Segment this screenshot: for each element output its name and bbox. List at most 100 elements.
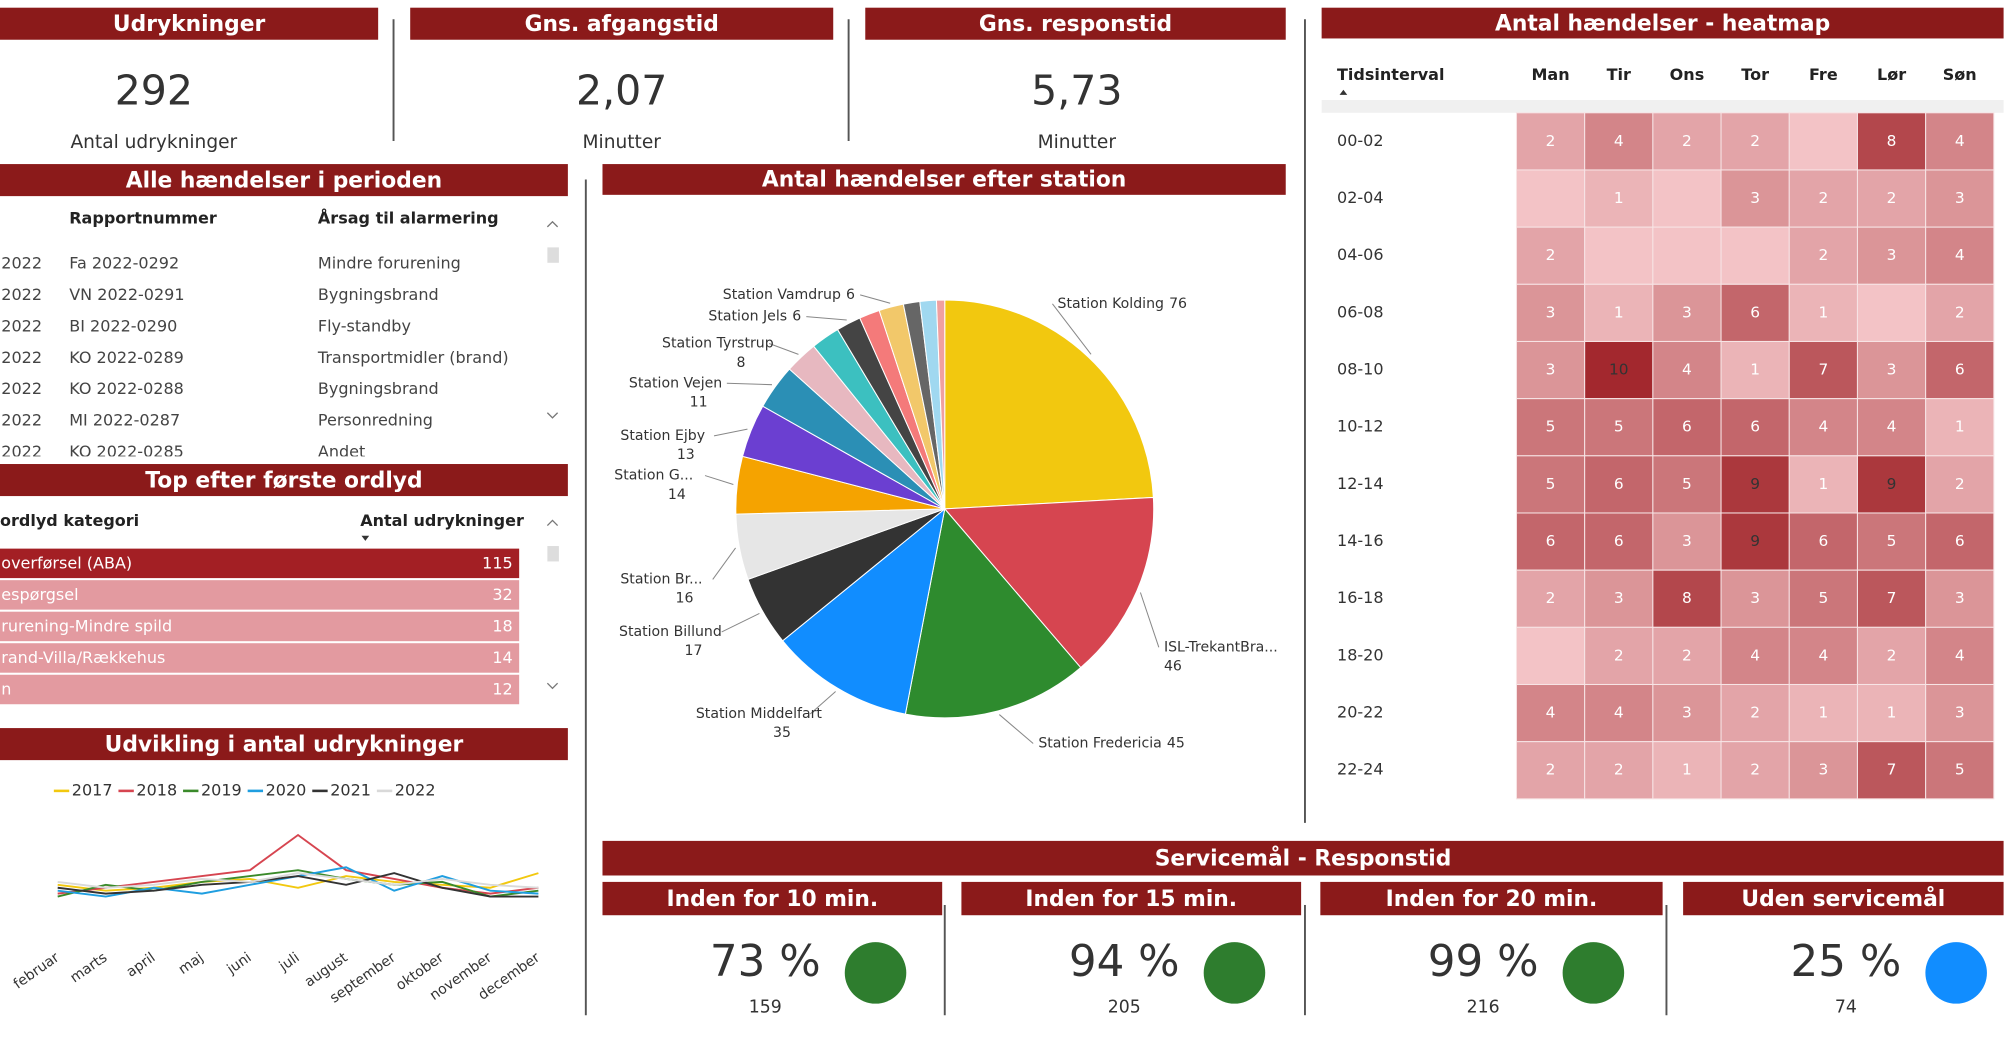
legend-label: 2019 bbox=[201, 780, 242, 799]
cell-value: 2 bbox=[1887, 189, 1897, 207]
cell-value: 2 bbox=[1546, 246, 1556, 264]
scroll-up[interactable] bbox=[546, 220, 559, 228]
x-tick-label: april bbox=[124, 950, 159, 981]
cell: n bbox=[1, 680, 11, 699]
service-count: 205 bbox=[1108, 998, 1141, 1018]
cell-value: 3 bbox=[1682, 704, 1692, 722]
cell-value: 4 bbox=[1955, 646, 1965, 664]
title-bar bbox=[961, 881, 1302, 916]
column-header: Søn bbox=[1943, 65, 1977, 84]
panel-title: Udrykninger bbox=[113, 12, 266, 37]
heat-cell bbox=[1584, 169, 1654, 228]
leader-line bbox=[806, 316, 847, 321]
scroll-up[interactable] bbox=[546, 519, 559, 527]
slice-name: Station Billund bbox=[619, 624, 722, 640]
cell-value: 5 bbox=[1955, 761, 1965, 779]
column-header: Tir bbox=[1607, 65, 1631, 84]
service-count: 74 bbox=[1835, 998, 1857, 1018]
heat-cell bbox=[1515, 398, 1586, 457]
leader-line bbox=[713, 428, 748, 437]
series-line bbox=[57, 872, 539, 898]
cell-value: 4 bbox=[1818, 646, 1828, 664]
legend-label: 2022 bbox=[395, 780, 436, 799]
slice-name: Station Jels bbox=[708, 309, 787, 325]
heat-cell bbox=[1925, 398, 1995, 457]
title-bar bbox=[0, 728, 568, 761]
row-background bbox=[0, 580, 520, 610]
cell-value: 4 bbox=[1955, 246, 1965, 264]
cell-value: 1 bbox=[1955, 418, 1965, 436]
status-indicator bbox=[1925, 942, 1987, 1004]
title-bar bbox=[1683, 881, 2004, 916]
cell-value: 7 bbox=[1887, 761, 1897, 779]
row-background bbox=[0, 674, 520, 705]
scroll-thumb[interactable] bbox=[547, 546, 559, 562]
panel-title: Antal hændelser - heatmap bbox=[1495, 11, 1830, 36]
heat-cell bbox=[1584, 283, 1654, 342]
cell-value: 3 bbox=[1750, 589, 1760, 607]
cell-value: 2 bbox=[1818, 189, 1828, 207]
cell-value: 2 bbox=[1614, 761, 1624, 779]
slice-value: 35 bbox=[773, 725, 791, 741]
heat-cell bbox=[1584, 226, 1654, 285]
slice-name: Station Fredericia bbox=[1038, 735, 1161, 751]
row-background bbox=[0, 548, 520, 579]
scrollbar[interactable] bbox=[546, 220, 559, 690]
cell-value: 3 bbox=[1955, 589, 1965, 607]
slice-value: 14 bbox=[668, 487, 686, 503]
heat-cell bbox=[1652, 226, 1722, 285]
slice-label: Station Fredericia 45 bbox=[1038, 735, 1185, 751]
scroll-down[interactable] bbox=[546, 412, 559, 419]
heat-cell bbox=[1652, 112, 1722, 171]
heat-cell bbox=[1720, 398, 1790, 457]
row-label: 16-18 bbox=[1337, 588, 1384, 607]
cell-value: 5 bbox=[1682, 475, 1692, 493]
heat-cell bbox=[1925, 569, 1995, 628]
cell-value: 4 bbox=[1955, 132, 1965, 150]
status-indicator bbox=[1203, 942, 1266, 1004]
cell: Personredning bbox=[318, 411, 433, 430]
cell-value: 5 bbox=[1546, 418, 1556, 436]
leader-line bbox=[809, 691, 836, 715]
title-bar bbox=[602, 881, 943, 916]
cell-value: 2 bbox=[1682, 646, 1692, 664]
title-bar bbox=[602, 840, 2004, 876]
cell-value: 7 bbox=[1818, 361, 1828, 379]
scroll-thumb[interactable] bbox=[547, 247, 559, 263]
cell: 18 bbox=[492, 617, 512, 636]
service-percent: 73 % bbox=[710, 937, 821, 987]
heat-cell bbox=[1788, 455, 1858, 514]
heat-cell bbox=[1788, 169, 1858, 228]
service-percent: 25 % bbox=[1791, 937, 1902, 987]
cell: Mindre forurening bbox=[318, 254, 461, 273]
cell: overførsel (ABA) bbox=[1, 554, 132, 573]
cell-value: 3 bbox=[1546, 361, 1556, 379]
cell-value: 6 bbox=[1818, 532, 1828, 550]
slice-value: 46 bbox=[1164, 659, 1182, 675]
heat-cell bbox=[1584, 512, 1654, 571]
cell: espørgsel bbox=[1, 585, 78, 604]
card-value: 2,07 bbox=[576, 67, 667, 115]
heat-cell bbox=[1652, 741, 1722, 800]
header-band bbox=[1321, 99, 2004, 113]
column-header: Ons bbox=[1670, 65, 1705, 84]
cell: rand-Villa/Rækkehus bbox=[1, 648, 165, 667]
cell-value: 2 bbox=[1955, 303, 1965, 321]
panel-title: Gns. afgangstid bbox=[525, 12, 719, 37]
leader-line bbox=[860, 294, 891, 304]
cell: Andet bbox=[318, 442, 365, 461]
scroll-down[interactable] bbox=[546, 682, 559, 690]
separators bbox=[392, 19, 1668, 1016]
cell: 12 bbox=[492, 680, 512, 699]
cell-value: 2 bbox=[1750, 761, 1760, 779]
leader-line bbox=[721, 612, 760, 633]
cell-value: 4 bbox=[1682, 361, 1692, 379]
cell: 32 bbox=[492, 585, 512, 604]
heat-cell bbox=[1788, 683, 1858, 743]
cell-value: 3 bbox=[1887, 246, 1897, 264]
row-label: 14-16 bbox=[1337, 531, 1384, 550]
heat-cell bbox=[1584, 569, 1654, 628]
service-percent: 99 % bbox=[1428, 937, 1539, 987]
cell: 14 bbox=[492, 648, 512, 667]
leader-line bbox=[704, 475, 734, 486]
